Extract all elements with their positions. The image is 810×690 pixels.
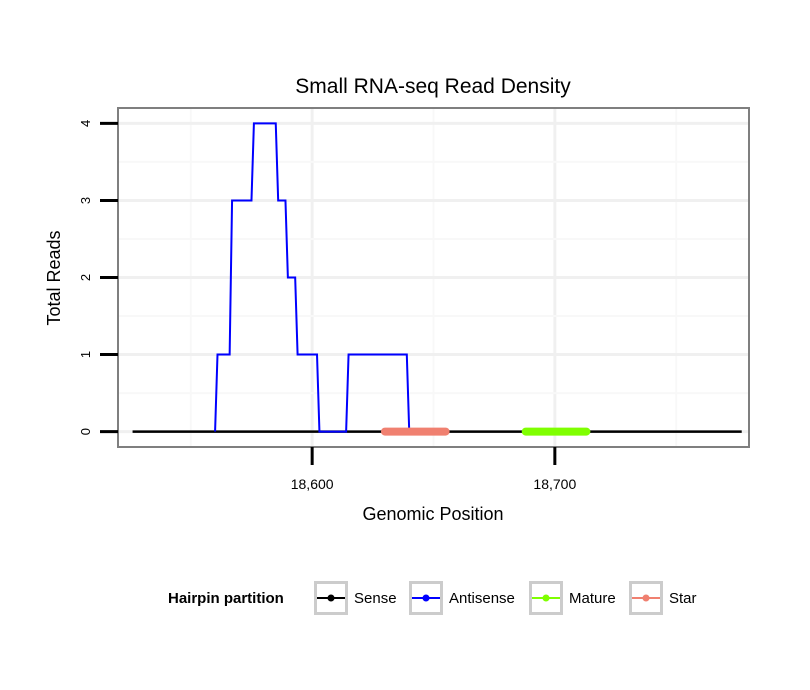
y-tick-label: 2 [78, 274, 93, 281]
y-tick-label: 0 [78, 428, 93, 435]
x-axis-label: Genomic Position [362, 504, 503, 524]
legend-item-star: Star [629, 581, 697, 615]
series-group [132, 122, 742, 436]
y-tick-label: 3 [78, 197, 93, 204]
legend-key-point [422, 594, 430, 602]
y-tick-label: 1 [78, 351, 93, 358]
legend-key-point [327, 594, 335, 602]
legend-label: Sense [354, 590, 397, 607]
x-tick-label: 18,700 [533, 476, 576, 492]
y-tick-label: 4 [78, 120, 93, 127]
legend-key-point [542, 594, 550, 602]
legend-label: Antisense [449, 590, 515, 607]
legend-item-antisense: Antisense [409, 581, 515, 615]
plot-panel [117, 107, 750, 448]
legend-label: Mature [569, 590, 616, 607]
legend: Hairpin partition Sense Antisense Mature Sta… [168, 581, 697, 615]
legend-item-sense: Sense [314, 581, 397, 615]
chart-title: Small RNA-seq Read Density [295, 75, 571, 98]
x-tick-label: 18,600 [291, 476, 334, 492]
series-line-antisense [214, 122, 411, 433]
y-axis-label: Total Reads [44, 230, 64, 325]
legend-title: Hairpin partition [168, 590, 284, 607]
legend-item-mature: Mature [529, 581, 616, 615]
legend-label: Star [669, 590, 697, 607]
axes: 0 1 2 3 4 18,600 18,700 [78, 120, 576, 492]
legend-key-point [642, 594, 650, 602]
